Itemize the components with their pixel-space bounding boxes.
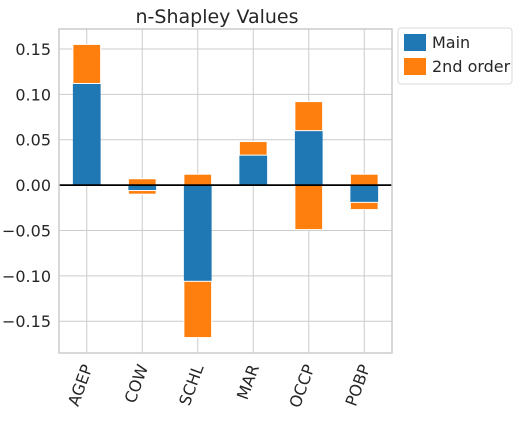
legend-swatch [404,34,426,51]
x-tick-label: SCHL [175,362,207,408]
legend-box [397,27,513,85]
bar-main-mar [239,155,268,186]
bar-main-occp [294,130,323,186]
y-tick-label: 0.05 [15,131,51,150]
chart-title: n-Shapley Values [135,6,298,28]
bar-main-schl [183,185,212,282]
y-tick-label: −0.10 [2,267,51,286]
grid-layer [59,29,392,353]
legend-label: 2nd order [432,57,511,76]
bar-second-order-positive-cow [127,178,157,186]
bars-layer [59,43,392,339]
bar-second-order-negative-cow [127,190,157,195]
x-tick-label: COW [121,362,152,406]
bar-second-order-positive-schl [183,173,213,186]
bar-second-order-negative-pobp [349,201,379,211]
bar-second-order-positive-mar [238,141,268,156]
legend-swatch [404,58,426,75]
y-tick-label: 0.10 [15,85,51,104]
x-tick-label: OCCP [285,362,318,411]
x-tick-label: AGEP [64,362,97,409]
bar-second-order-negative-occp [294,184,324,231]
bar-main-agep [72,83,101,186]
y-tick-label: 0.00 [15,176,51,195]
legend-label: Main [432,33,470,52]
bar-main-pobp [350,185,379,203]
bar-second-order-positive-occp [294,101,324,132]
y-tick-label: −0.15 [2,312,51,331]
plot-frame [58,28,393,354]
bar-second-order-positive-pobp [349,173,379,186]
bar-second-order-negative-schl [183,280,213,339]
x-tick-label: POBP [341,362,374,409]
bar-second-order-positive-agep [72,43,102,84]
y-tick-label: 0.15 [15,40,51,59]
x-tick-label: MAR [233,362,263,402]
y-tick-label: −0.05 [2,221,51,240]
bar-main-cow [128,185,157,191]
legend: Main 2nd order [397,27,513,85]
